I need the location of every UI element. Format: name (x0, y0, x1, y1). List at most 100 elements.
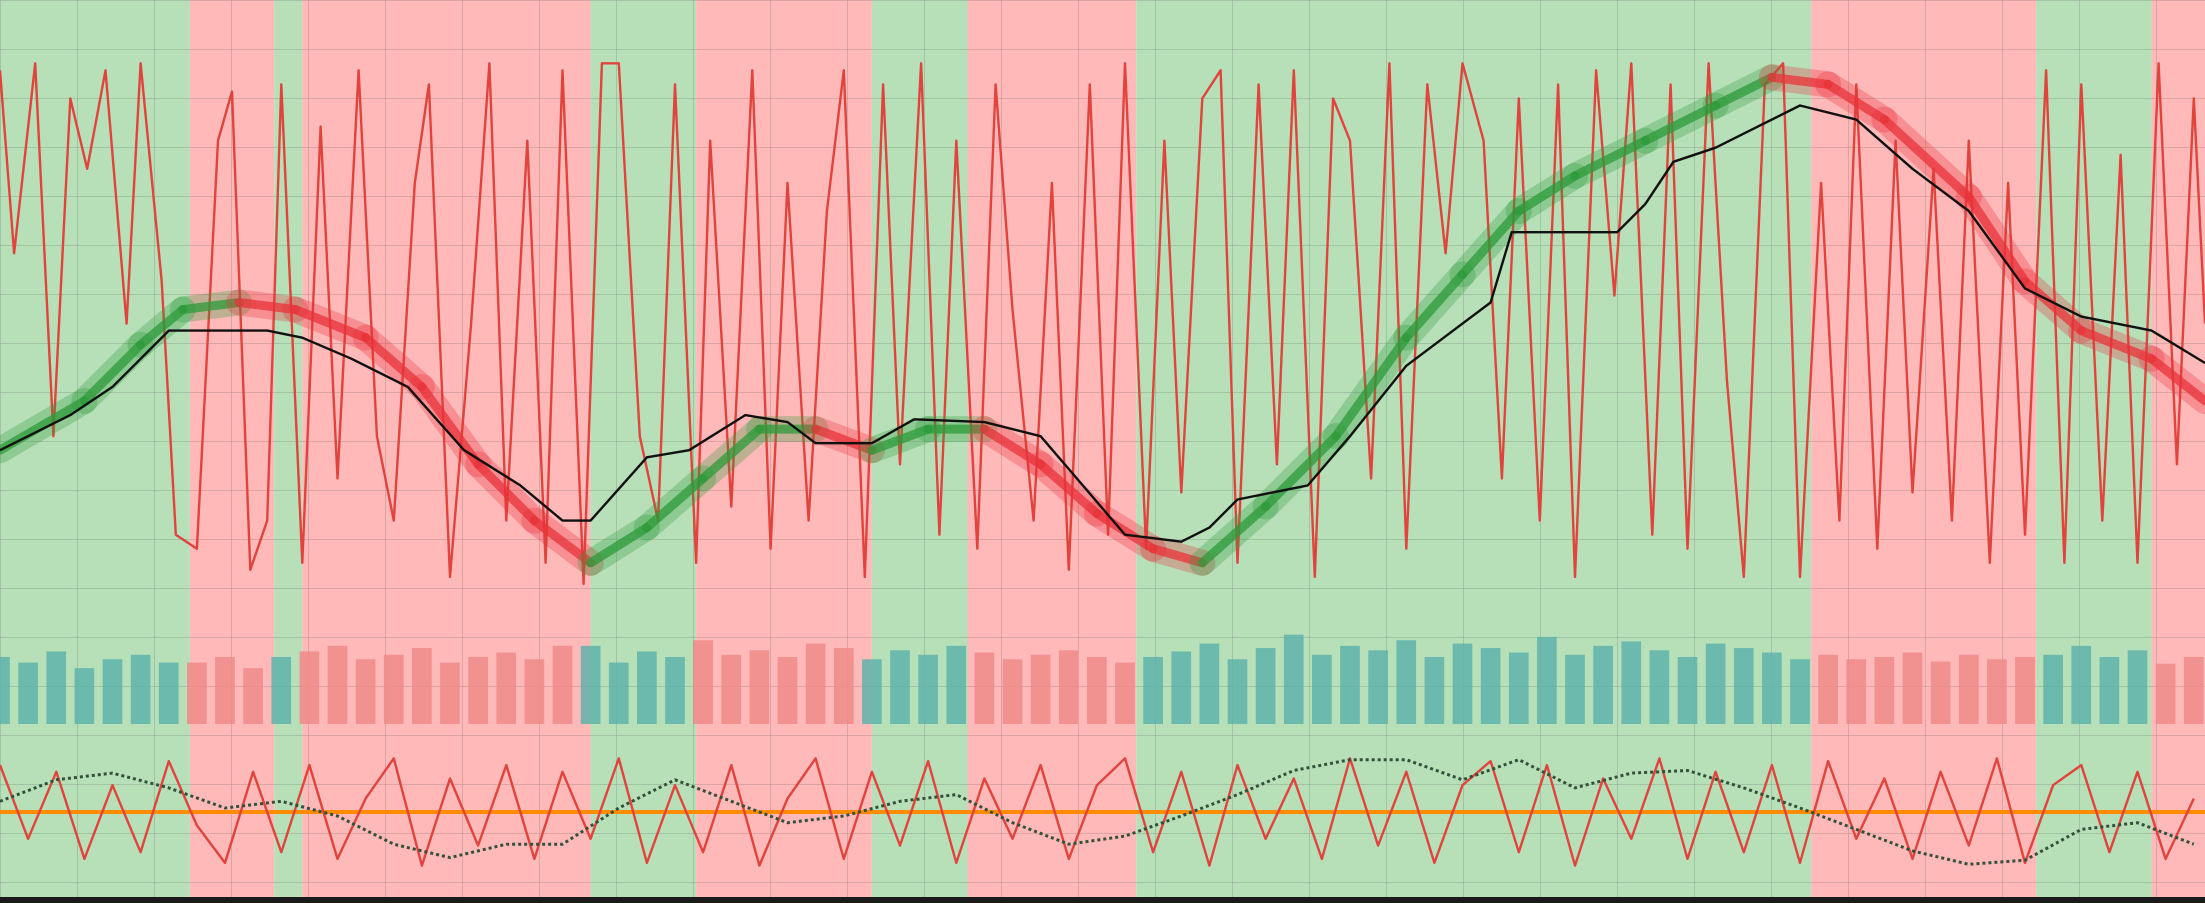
volume-bar (1649, 650, 1670, 724)
volume-bar (74, 668, 95, 724)
volume-bar (355, 659, 376, 724)
trend-line (2076, 326, 2157, 364)
volume-bar (1283, 634, 1304, 724)
trend-line (1640, 101, 1721, 146)
volume-bar (637, 651, 657, 724)
volume-bar (1171, 651, 1192, 724)
volume-bar (1087, 657, 1107, 724)
volume-bar (1368, 650, 1388, 724)
volume-bar (721, 654, 742, 724)
volume-bar (1227, 659, 1248, 724)
trend-line (1197, 502, 1271, 568)
trend-line (2020, 276, 2086, 336)
volume-bar (1565, 654, 1585, 724)
series-line (0, 62, 2205, 586)
volume-bar (524, 659, 545, 724)
volume-bar (2183, 657, 2204, 724)
trend-line (417, 382, 483, 469)
volume-bar (580, 645, 601, 724)
volume-bar (1452, 643, 1473, 724)
trend-line (1767, 72, 1833, 89)
trend-line (1092, 509, 1158, 554)
volume-bar (18, 662, 38, 724)
volume-bar (890, 650, 910, 724)
series-line (0, 758, 2195, 866)
trend-line (811, 424, 877, 455)
trend-line (586, 523, 652, 568)
volume-bar (271, 657, 292, 724)
volume-bar (918, 654, 938, 724)
volume-bar (1537, 636, 1557, 724)
trend-line (529, 516, 596, 568)
volume-bar (1987, 659, 2007, 724)
volume-bar (1705, 643, 1726, 724)
volume-bar (496, 652, 517, 724)
volume-bar (187, 662, 207, 724)
trend-line (234, 298, 300, 315)
trend-line (473, 459, 539, 526)
volume-bar (468, 657, 488, 724)
marks (0, 62, 2205, 867)
volume-bar (1790, 659, 1810, 724)
trend-line (1261, 431, 1341, 512)
volume-bar (1396, 640, 1417, 724)
volume-bar (412, 648, 432, 724)
trend-line (867, 424, 933, 455)
trend-line (178, 298, 244, 315)
volume-bar (1930, 661, 1951, 724)
volume-bar (130, 654, 151, 724)
volume-bar (1677, 657, 1698, 724)
volume-bar (862, 659, 882, 724)
trend-line (1331, 333, 1411, 441)
volume-bar (1480, 648, 1501, 724)
volume-bar (1593, 645, 1613, 724)
trend-line (1823, 79, 1889, 125)
trend-line (1879, 115, 1974, 202)
volume-bar (1874, 657, 1895, 724)
series-line (0, 757, 2195, 867)
volume-bar (1762, 652, 1782, 724)
volume-bar (2127, 650, 2148, 724)
trend-line (642, 473, 708, 533)
volume-bar (299, 651, 320, 724)
trend-line (136, 305, 188, 350)
volume-bar (1508, 652, 1529, 724)
volume-bar (1255, 648, 1276, 724)
series-line (0, 104, 2205, 543)
volume-bar (608, 662, 629, 724)
volume-bar (693, 640, 713, 724)
trend-line (1570, 136, 1650, 181)
volume-bar (946, 645, 967, 724)
volume-bar (665, 657, 685, 724)
volume-bar (158, 662, 179, 724)
trend-line (1401, 269, 1467, 343)
trend-line (2147, 354, 2205, 406)
volume-bar (1733, 648, 1754, 724)
trend-line (1458, 206, 1524, 279)
volume-bar (215, 657, 235, 724)
volume-bar (243, 668, 263, 724)
volume-bar (1312, 654, 1332, 724)
volume-bar (46, 651, 67, 724)
volume-bar (749, 650, 770, 724)
trend-line (1711, 72, 1777, 111)
volume-bar (1058, 650, 1079, 724)
volume-bar (777, 657, 798, 724)
volume-bar (1143, 657, 1163, 724)
volume-bar (2015, 657, 2035, 724)
volume-bar (2071, 645, 2092, 724)
volume-bar (833, 648, 854, 724)
trend-line (1514, 171, 1580, 216)
volume-bar (2099, 657, 2120, 724)
volume-bar (1030, 654, 1051, 724)
volume-bar (805, 643, 826, 724)
volume-bar (1846, 659, 1867, 724)
trend-line (290, 305, 371, 343)
trend-line (1148, 544, 1207, 568)
volume-bar (1002, 659, 1023, 724)
trend-line (1036, 459, 1102, 519)
volume-bar (2155, 663, 2176, 724)
volume-bar (1818, 654, 1838, 724)
